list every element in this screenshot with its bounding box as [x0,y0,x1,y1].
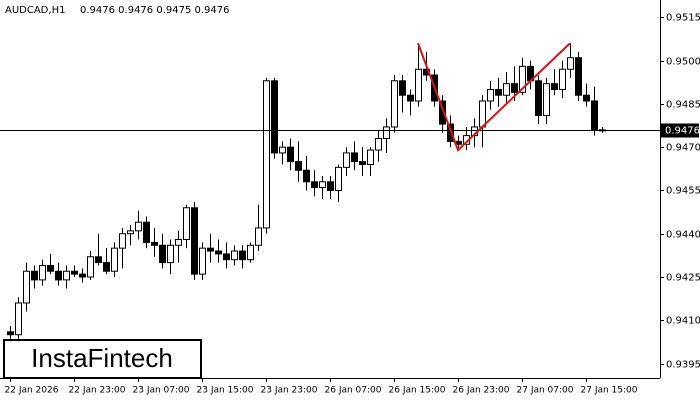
candle-body [503,83,510,96]
candle-body [375,138,382,151]
candle-body [479,100,486,128]
candle-body [327,181,334,191]
candle-body [287,146,294,163]
y-tick-label: 0.9485 [666,100,700,111]
logo: InstaFintech [31,343,173,373]
candle-body [215,250,222,255]
y-tick-label: 0.9425 [666,273,700,284]
x-tick-label: 23 Jan 15:00 [197,386,254,396]
candle-body [383,126,390,140]
candle-body [63,270,70,281]
candle-body [191,207,198,275]
candle-body [159,244,166,264]
y-tick-label: 0.9515 [666,13,700,24]
candle-body [551,83,558,90]
candle-body [583,94,590,102]
logo-box [3,339,202,379]
candle-body [311,181,318,189]
candle-body [47,264,54,272]
candle-body [279,146,286,154]
candle-body [407,94,414,102]
candle-body [199,247,206,275]
candle-body [303,169,310,183]
candle-body [535,80,542,116]
candle-body [439,100,446,125]
x-tick-label: 26 Jan 15:00 [389,386,446,396]
candle-body [351,152,358,163]
candle-body [175,238,182,246]
candle-body [263,80,270,229]
x-tick-label: 22 Jan 2026 [5,386,59,396]
x-tick-label: 23 Jan 23:00 [261,386,318,396]
candle-body [135,221,142,232]
candle-body [183,207,190,240]
candle-body [167,244,174,264]
candle-body [519,65,526,93]
candle-body [111,247,118,272]
last-price-label: 0.9476 [665,126,700,137]
x-tick-label: 27 Jan 07:00 [517,386,574,396]
candle-body [343,152,350,168]
candle-body [295,161,302,171]
candle-body [255,227,262,246]
candle-body [543,83,550,116]
candle-body [359,161,366,165]
candle-body [591,100,598,131]
candle-body [271,80,278,154]
candle-body [335,166,342,191]
candle-body [15,302,22,336]
y-tick-label: 0.9440 [666,230,700,241]
x-tick-label: 27 Jan 15:00 [581,386,638,396]
candle-body [391,80,398,128]
candle-body [239,250,246,261]
candle-body [151,241,158,246]
candle-body [31,270,38,281]
candle-body [23,270,30,304]
candle-body [223,253,230,261]
pattern-line [417,42,571,152]
y-tick-label: 0.9500 [666,57,700,68]
candle-body [319,181,326,189]
x-tick-label: 22 Jan 23:00 [69,386,126,396]
candle-body [55,270,62,281]
candle-body [143,221,150,243]
candle-body [567,57,574,70]
x-tick-label: 23 Jan 07:00 [133,386,190,396]
candle-body [7,331,14,336]
candle-body [127,230,134,235]
candle-body [207,247,214,252]
ohlc: 0.9476 0.9476 0.9475 0.9476 [80,5,230,16]
y-tick-label: 0.9410 [666,316,700,327]
candle-body [487,88,494,102]
last-price-box [661,123,699,138]
candle-body [103,262,110,272]
candle-body [87,256,94,278]
candle-body [367,149,374,165]
candle-body [247,244,254,261]
candle-body [79,273,86,278]
candle-body [575,57,582,96]
candle-body [559,68,566,90]
candle-body [231,250,238,261]
y-tick-label: 0.9455 [666,186,700,197]
x-tick-label: 26 Jan 23:00 [453,386,510,396]
candle-body [511,83,518,93]
candle-body [495,88,502,96]
symbol: AUDCAD,H1 [5,5,65,16]
candle-body [95,256,102,264]
candle-body [119,233,126,249]
candle-body [39,264,46,281]
candle-body [71,270,78,275]
candle-body [415,68,422,102]
y-tick-label: 0.9395 [666,360,700,371]
y-tick-label: 0.9470 [666,143,700,154]
candle-body [399,80,406,96]
x-tick-label: 26 Jan 07:00 [325,386,382,396]
plot [0,42,660,350]
